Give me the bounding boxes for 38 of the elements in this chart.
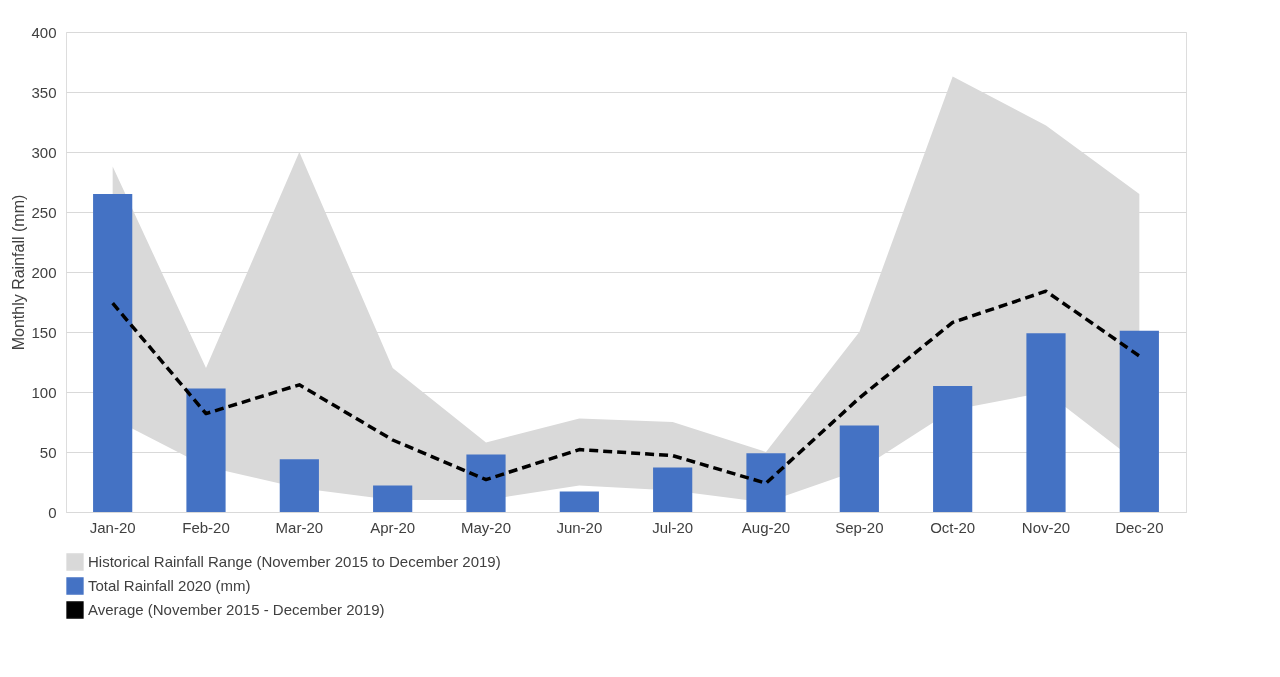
- bar: [746, 453, 786, 512]
- bar: [93, 194, 133, 512]
- y-tick-label: 250: [31, 203, 57, 221]
- bar: [1119, 330, 1159, 512]
- x-tick-label: Nov-20: [1021, 518, 1071, 536]
- x-tick-label: Sep-20: [835, 518, 884, 536]
- bar: [839, 425, 879, 512]
- line-series: [110, 289, 1142, 485]
- bar: [279, 459, 319, 512]
- y-tick-label: 400: [31, 23, 57, 41]
- y-tick-label: 200: [31, 263, 57, 281]
- x-tick-label: May-20: [460, 518, 512, 536]
- bar: [559, 491, 599, 512]
- y-tick-label: 300: [31, 143, 57, 161]
- x-tick-label: Jun-20: [556, 518, 603, 536]
- bar: [373, 485, 413, 512]
- legend-label: Total Rainfall 2020 (mm): [88, 577, 251, 594]
- x-tick-label: Apr-20: [370, 518, 416, 536]
- y-tick-label: 50: [39, 443, 57, 461]
- y-axis-title: Monthly Rainfall (mm): [10, 194, 28, 351]
- x-tick-label: Dec-20: [1115, 518, 1164, 536]
- y-tick-label: 100: [31, 383, 57, 401]
- legend-label: Historical Rainfall Range (November 2015 to December 2019): [88, 553, 501, 570]
- bar: [466, 454, 506, 512]
- bar: [933, 386, 973, 512]
- legend-label: Average (November 2015 - December 2019): [88, 601, 385, 618]
- x-tick-label: Aug-20: [741, 518, 791, 536]
- x-tick-label: Mar-20: [275, 518, 324, 536]
- x-tick-label: Oct-20: [930, 518, 976, 536]
- y-tick-label: 0: [48, 503, 57, 521]
- bar: [186, 388, 226, 512]
- x-tick-label: Jul-20: [652, 518, 694, 536]
- bar: [653, 467, 693, 512]
- bar: [1026, 333, 1066, 512]
- x-tick-label: Feb-20: [182, 518, 230, 536]
- y-tick-label: 150: [31, 323, 57, 341]
- y-tick-label: 350: [31, 83, 57, 101]
- x-tick-label: Jan-20: [89, 518, 136, 536]
